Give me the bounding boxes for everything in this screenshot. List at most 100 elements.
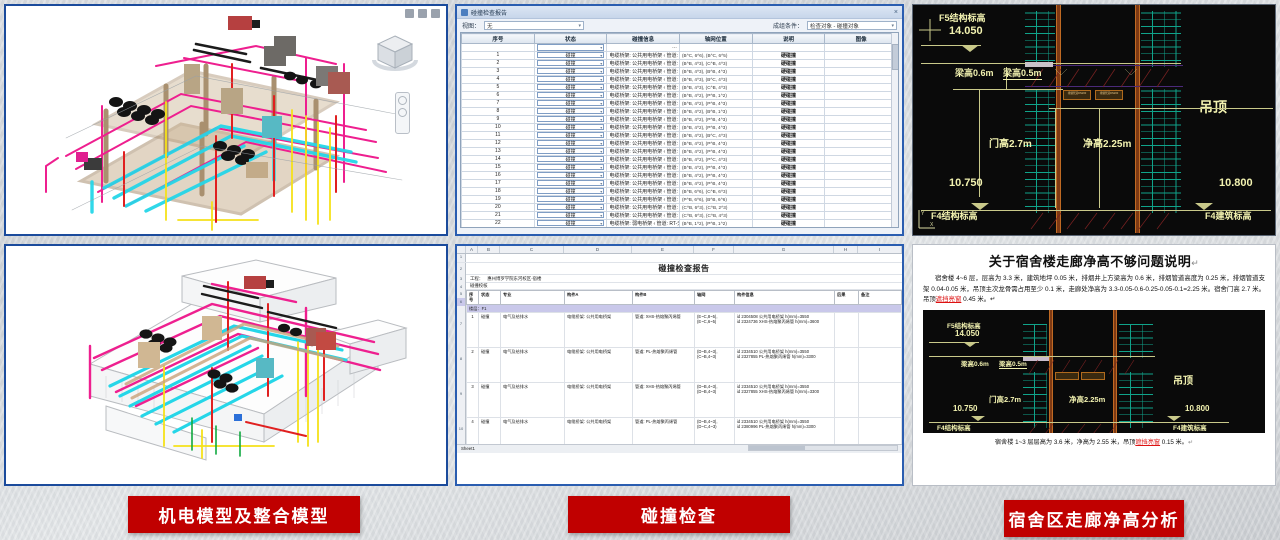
col-B[interactable]: B — [478, 246, 500, 253]
row-header-7[interactable]: 7 — [457, 306, 466, 341]
excel-data-row[interactable]: 1 碰撞 电气及给排水 电缆桥架: 公共用电桥架 管道: XHS-热熔聚丙烯管 (E~C,… — [466, 311, 902, 348]
cell-image[interactable] — [824, 90, 898, 100]
close-icon[interactable]: × — [893, 8, 898, 16]
cell-image[interactable] — [824, 226, 898, 227]
clash-row[interactable]: 17碰撞电缆桥架: 公共用电桥架 ‹ 管道: DXG-热熔聚丙烯管(B^B, 4… — [461, 178, 898, 188]
cell-image[interactable] — [824, 162, 898, 172]
col-A[interactable]: A — [466, 246, 478, 253]
clash-row[interactable]: 18碰撞电缆桥架: 公共用电桥架 ‹ 管道: DXG-热熔聚丙烯管(B^B, 6… — [461, 186, 898, 196]
cad-canvas[interactable]: 排烟管道DN200 排烟管道DN200 F5结构标高 14.050 梁高0.6m… — [913, 5, 1275, 235]
clash-row[interactable]: 6碰撞电缆桥架: 公共用电桥架 ‹ 管道: RT-无缝钢管(B^B, 4^2),… — [461, 90, 898, 100]
cell-image[interactable] — [824, 58, 898, 68]
col-note[interactable]: 说明 — [751, 33, 826, 44]
clash-row[interactable]: 15碰撞电缆桥架: 公共用电桥架 ‹ 管道: FL-热熔聚丙烯管(B^B, 4^… — [461, 162, 898, 172]
clash-table-scrollbar[interactable] — [891, 33, 898, 227]
cell-state[interactable]: 碰撞 — [533, 114, 608, 124]
row-header-6[interactable]: 6 — [457, 298, 466, 306]
xl-cell-thumb[interactable] — [858, 346, 902, 383]
row-header-8[interactable]: 8 — [457, 341, 466, 376]
cell-state[interactable]: 碰撞 — [533, 74, 608, 84]
cell-image[interactable] — [824, 138, 898, 148]
cell-image[interactable] — [824, 186, 898, 196]
clash-row[interactable]: 21碰撞电缆桥架: 公共用电桥架 ‹ 管道: DXG-热熔聚丙烯管(C^B, 6… — [461, 210, 898, 220]
clash-row[interactable]: 16碰撞电缆桥架: 公共用电桥架 ‹ 管道: FL-热熔聚丙烯管(B^B, 4^… — [461, 170, 898, 180]
clash-row[interactable]: 10碰撞电缆桥架: 公共用电桥架 ‹ 管道: GC-冷镀锌管(B^B, 4^2)… — [461, 122, 898, 132]
document-page[interactable]: 关于宿舍楼走廊净高不够问题说明↵ 宿舍楼 4~6 层，层高为 3.3 米，建筑地… — [913, 245, 1275, 446]
col-H[interactable]: H — [834, 246, 858, 253]
excel-data-row[interactable]: 3 碰撞 电气及给排水 电缆桥架: 公共用电桥架 管道: XHS-热熔聚丙烯管 (D~B,… — [466, 381, 902, 418]
col-G[interactable]: G — [734, 246, 834, 253]
view-cube-icon[interactable] — [368, 30, 422, 84]
clash-row[interactable]: 7碰撞电缆桥架: 公共用电桥架 ‹ 管道: RT-无缝钢管(B^B, 4^2),… — [461, 98, 898, 108]
filter-image[interactable] — [824, 43, 898, 52]
cell-state[interactable]: 碰撞 — [533, 50, 608, 60]
col-E[interactable]: E — [632, 246, 694, 253]
revit-3d-canvas[interactable] — [6, 6, 446, 234]
clash-row[interactable]: 19碰撞电缆桥架: 公共用电桥架 ‹ 管道: DXG-热熔聚丙烯管(P^B, 6… — [461, 194, 898, 204]
col-I[interactable]: I — [858, 246, 902, 253]
row-header-3[interactable]: 3 — [457, 274, 466, 283]
cell-state[interactable]: 碰撞 — [533, 66, 608, 76]
cell-image[interactable] — [824, 218, 898, 227]
cell-image[interactable] — [824, 154, 898, 164]
clash-row[interactable]: 12碰撞电缆桥架: 公共用电桥架 ‹ 管道: DXG-热熔聚丙烯管(B^B, 4… — [461, 138, 898, 148]
clash-row[interactable]: 5碰撞电缆桥架: 公共用电桥架 ‹ 管道: DXG-热熔聚丙烯管(B^B, 4^… — [461, 82, 898, 92]
cell-image[interactable] — [824, 178, 898, 188]
cell-image[interactable] — [824, 114, 898, 124]
filter-toolbar[interactable]: 视图： 无 成组条件： 检查对象 - 碰撞对象 — [457, 19, 902, 32]
sheet-tab[interactable]: Sheet1 — [461, 446, 475, 452]
excel-tab-bar[interactable]: Sheet1 — [457, 443, 902, 453]
cell-state[interactable]: 碰撞 — [533, 146, 608, 156]
cad-section-view[interactable]: 排烟管道DN200 排烟管道DN200 F5结构标高 14.050 梁高0.6m… — [912, 4, 1276, 236]
cell-state[interactable]: 碰撞 — [533, 194, 608, 204]
col-D[interactable]: D — [564, 246, 632, 253]
excel-data-row[interactable]: 2 碰撞 电气及给排水 电缆桥架: 公共用电桥架 管道: PL-热熔聚丙烯管 (D~B,4… — [466, 346, 902, 383]
row-header-2[interactable]: 2 — [457, 262, 466, 275]
cell-image[interactable] — [824, 50, 898, 60]
cell-state[interactable]: 碰撞 — [533, 162, 608, 172]
clash-table-container[interactable]: 序号 状态 碰撞信息 轴网位置 说明 图像 …1碰撞电缆桥架: 公共用电桥架 ‹… — [460, 32, 899, 228]
xl-cell-thumb[interactable] — [858, 311, 902, 348]
clash-row[interactable]: 8碰撞电缆桥架: 公共用电桥架 ‹ 管道: RT-无缝钢管(B^B, 4^2),… — [461, 106, 898, 116]
cell-image[interactable] — [824, 74, 898, 84]
excel-horizontal-scrollbar[interactable] — [748, 445, 898, 452]
scrollbar-thumb[interactable] — [892, 44, 898, 70]
col-C[interactable]: C — [500, 246, 564, 253]
zoom-icon[interactable] — [398, 108, 407, 117]
clash-row[interactable]: 23碰撞电缆桥架: 弱电桥架 ‹ 管道: RT-无缝钢管(B^B, 1^2), … — [461, 226, 898, 227]
col-F[interactable]: F — [694, 246, 734, 253]
filter-select[interactable]: 无 — [484, 21, 585, 30]
clash-row[interactable]: 3碰撞电缆桥架: 公共用电桥架 ‹ 管道: DXG-热熔聚丙烯管(B^B, 4^… — [461, 66, 898, 76]
cell-image[interactable] — [824, 202, 898, 212]
cell-state[interactable]: 碰撞 — [533, 170, 608, 180]
clash-row[interactable]: 1碰撞电缆桥架: 公共用电桥架 ‹ 管道: DXG-热熔聚丙烯管(B^C, 6^… — [461, 50, 898, 60]
cell-state[interactable]: 碰撞 — [533, 178, 608, 188]
cell-state[interactable]: 碰撞 — [533, 154, 608, 164]
filter-info[interactable]: … — [606, 43, 680, 52]
cell-image[interactable] — [824, 106, 898, 116]
cell-state[interactable]: 碰撞 — [533, 130, 608, 140]
excel-sheet-body[interactable]: 1 2 碰撞检查报告 3 工程： 惠州博罗学院东河校区·宿楼 4 碰撞校核 5 … — [457, 254, 902, 453]
filter-state[interactable] — [533, 43, 608, 52]
cell-state[interactable]: 碰撞 — [533, 210, 608, 220]
row-header-9[interactable]: 9 — [457, 376, 466, 411]
cell-image[interactable] — [824, 66, 898, 76]
maximize-icon[interactable] — [418, 9, 427, 18]
row-header-5[interactable]: 5 — [457, 290, 466, 298]
clash-filter-row[interactable]: … — [461, 43, 898, 52]
cell-image[interactable] — [824, 210, 898, 220]
caption-mep-model[interactable]: 机电模型及整合模型 — [128, 496, 360, 533]
cell-image[interactable] — [824, 170, 898, 180]
cell-state[interactable]: 碰撞 — [533, 90, 608, 100]
cell-state[interactable]: 碰撞 — [533, 106, 608, 116]
cell-image[interactable] — [824, 130, 898, 140]
cell-image[interactable] — [824, 146, 898, 156]
clash-row[interactable]: 22碰撞电缆桥架: 弱电桥架 ‹ 管道: RT-无缝钢管(B^B, 1^2), … — [461, 218, 898, 227]
pan-icon[interactable] — [398, 96, 407, 105]
col-info[interactable]: 碰撞信息 — [606, 33, 680, 44]
row-header-1[interactable]: 1 — [457, 254, 466, 262]
clash-row[interactable]: 13碰撞电缆桥架: 公共用电桥架 ‹ 管道: DXG-热熔聚丙烯管(B^B, 4… — [461, 146, 898, 156]
clash-row[interactable]: 9碰撞电缆桥架: 公共用电桥架 ‹ 管道: GC-冷镀锌管(B^B, 4^2),… — [461, 114, 898, 124]
clash-row[interactable]: 20碰撞电缆桥架: 公共用电桥架 ‹ 管道: DXG-热熔聚丙烯管(C^B, 6… — [461, 202, 898, 212]
cell-state[interactable]: 碰撞 — [533, 186, 608, 196]
